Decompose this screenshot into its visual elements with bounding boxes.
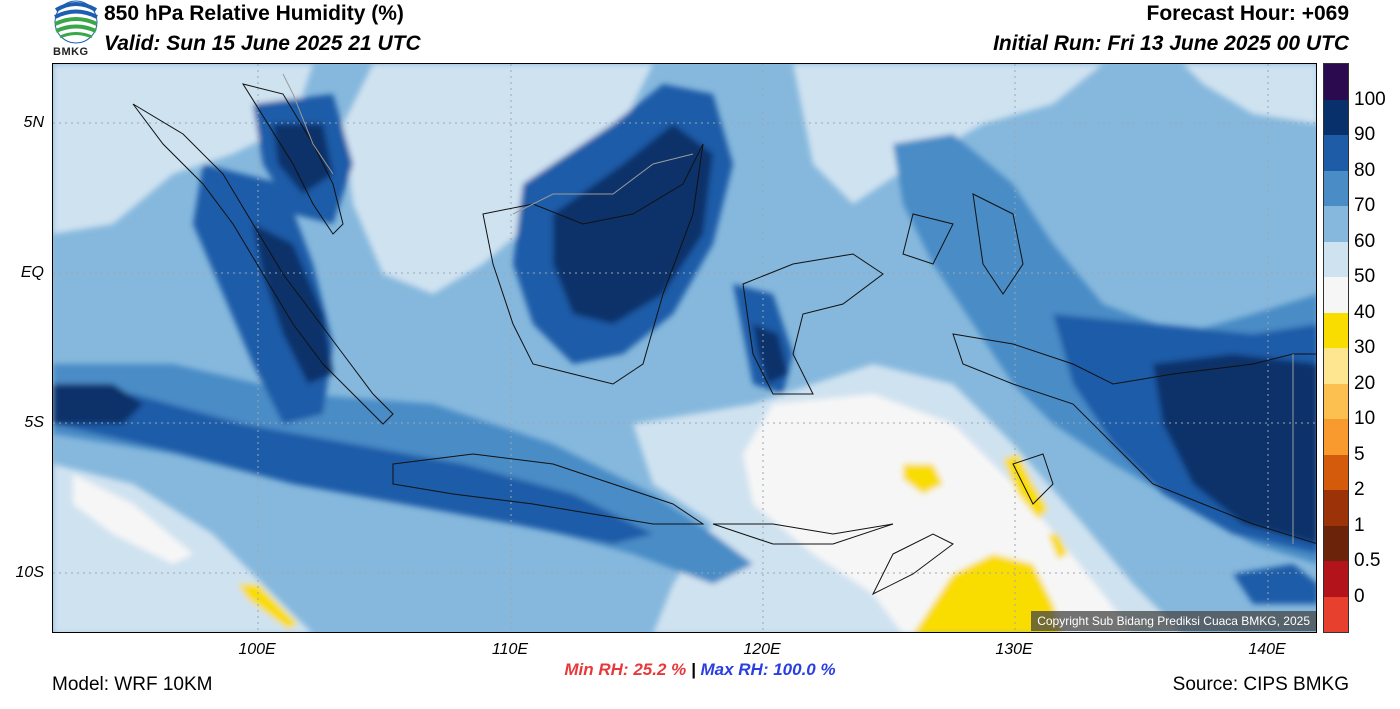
colorbar-label: 50 [1354,266,1376,287]
logo-text: BMKG [53,46,89,58]
coastlines [132,83,1316,596]
colorbar-label: 20 [1354,372,1376,394]
gridlines [53,64,1316,632]
colorbar-label: 1 [1354,514,1365,536]
colorbar-label: 90 [1354,124,1376,145]
humidity-field [53,64,1316,632]
chart-title: 850 hPa Relative Humidity (%) [104,2,404,25]
colorbar-swatch [1324,561,1348,597]
colorbar-swatch [1324,135,1348,171]
colorbar-label: 80 [1354,159,1376,181]
colorbar-swatch [1324,596,1348,632]
colorbar-swatch [1324,170,1348,206]
colorbar-swatch [1324,312,1348,348]
colorbar-swatch [1324,490,1348,526]
humidity-map [52,63,1317,633]
data-source: Source: CIPS BMKG [1172,674,1349,695]
colorbar-swatch [1324,454,1348,490]
max-rh: Max RH: 100.0 % [700,660,836,679]
valid-time: Valid: Sun 15 June 2025 21 UTC [104,32,421,55]
rh-extremes: Min RH: 25.2 % | Max RH: 100.0 % [0,660,1400,680]
forecast-hour: Forecast Hour: +069 [1146,2,1350,25]
bmkg-logo: BMKG [50,0,102,60]
colorbar-swatch [1324,241,1348,277]
lon-label-140e: 140E [1248,641,1286,658]
lat-label-5n: 5N [23,114,44,131]
colorbar-swatch [1324,64,1348,100]
colorbar-label: 30 [1354,337,1376,358]
colorbar-label: 0 [1354,585,1365,607]
lat-label-5s: 5S [24,414,44,431]
colorbar-label: 2 [1354,479,1365,500]
rh-separator: | [690,660,696,679]
colorbar-label: 60 [1354,230,1376,252]
lon-label-130e: 130E [995,641,1033,658]
colorbar-label: 10 [1354,408,1376,429]
colorbar-label: 5 [1354,443,1365,465]
model-name: Model: WRF 10KM [52,674,213,695]
lat-label-10s: 10S [15,564,44,581]
min-rh: Min RH: 25.2 % [564,660,687,679]
colorbar-label: 0.5 [1354,550,1381,571]
colorbar [1323,63,1349,633]
colorbar-swatch [1324,525,1348,561]
lon-label-110e: 110E [491,641,529,658]
colorbar-swatch [1324,206,1348,242]
colorbar-swatch [1324,348,1348,384]
colorbar-swatch [1324,383,1348,419]
borders [282,73,1294,544]
initial-run: Initial Run: Fri 13 June 2025 00 UTC [993,32,1349,55]
colorbar-label: 70 [1354,195,1376,216]
lon-label-100e: 100E [238,641,276,658]
lon-label-120e: 120E [743,641,781,658]
copyright-notice: Copyright Sub Bidang Prediksi Cuaca BMKG… [1031,611,1316,631]
colorbar-swatch [1324,419,1348,455]
colorbar-swatch [1324,99,1348,135]
colorbar-label: 40 [1354,301,1376,323]
colorbar-label: 100 [1354,88,1386,110]
colorbar-swatch [1324,277,1348,313]
lat-label-eq: EQ [20,264,44,281]
